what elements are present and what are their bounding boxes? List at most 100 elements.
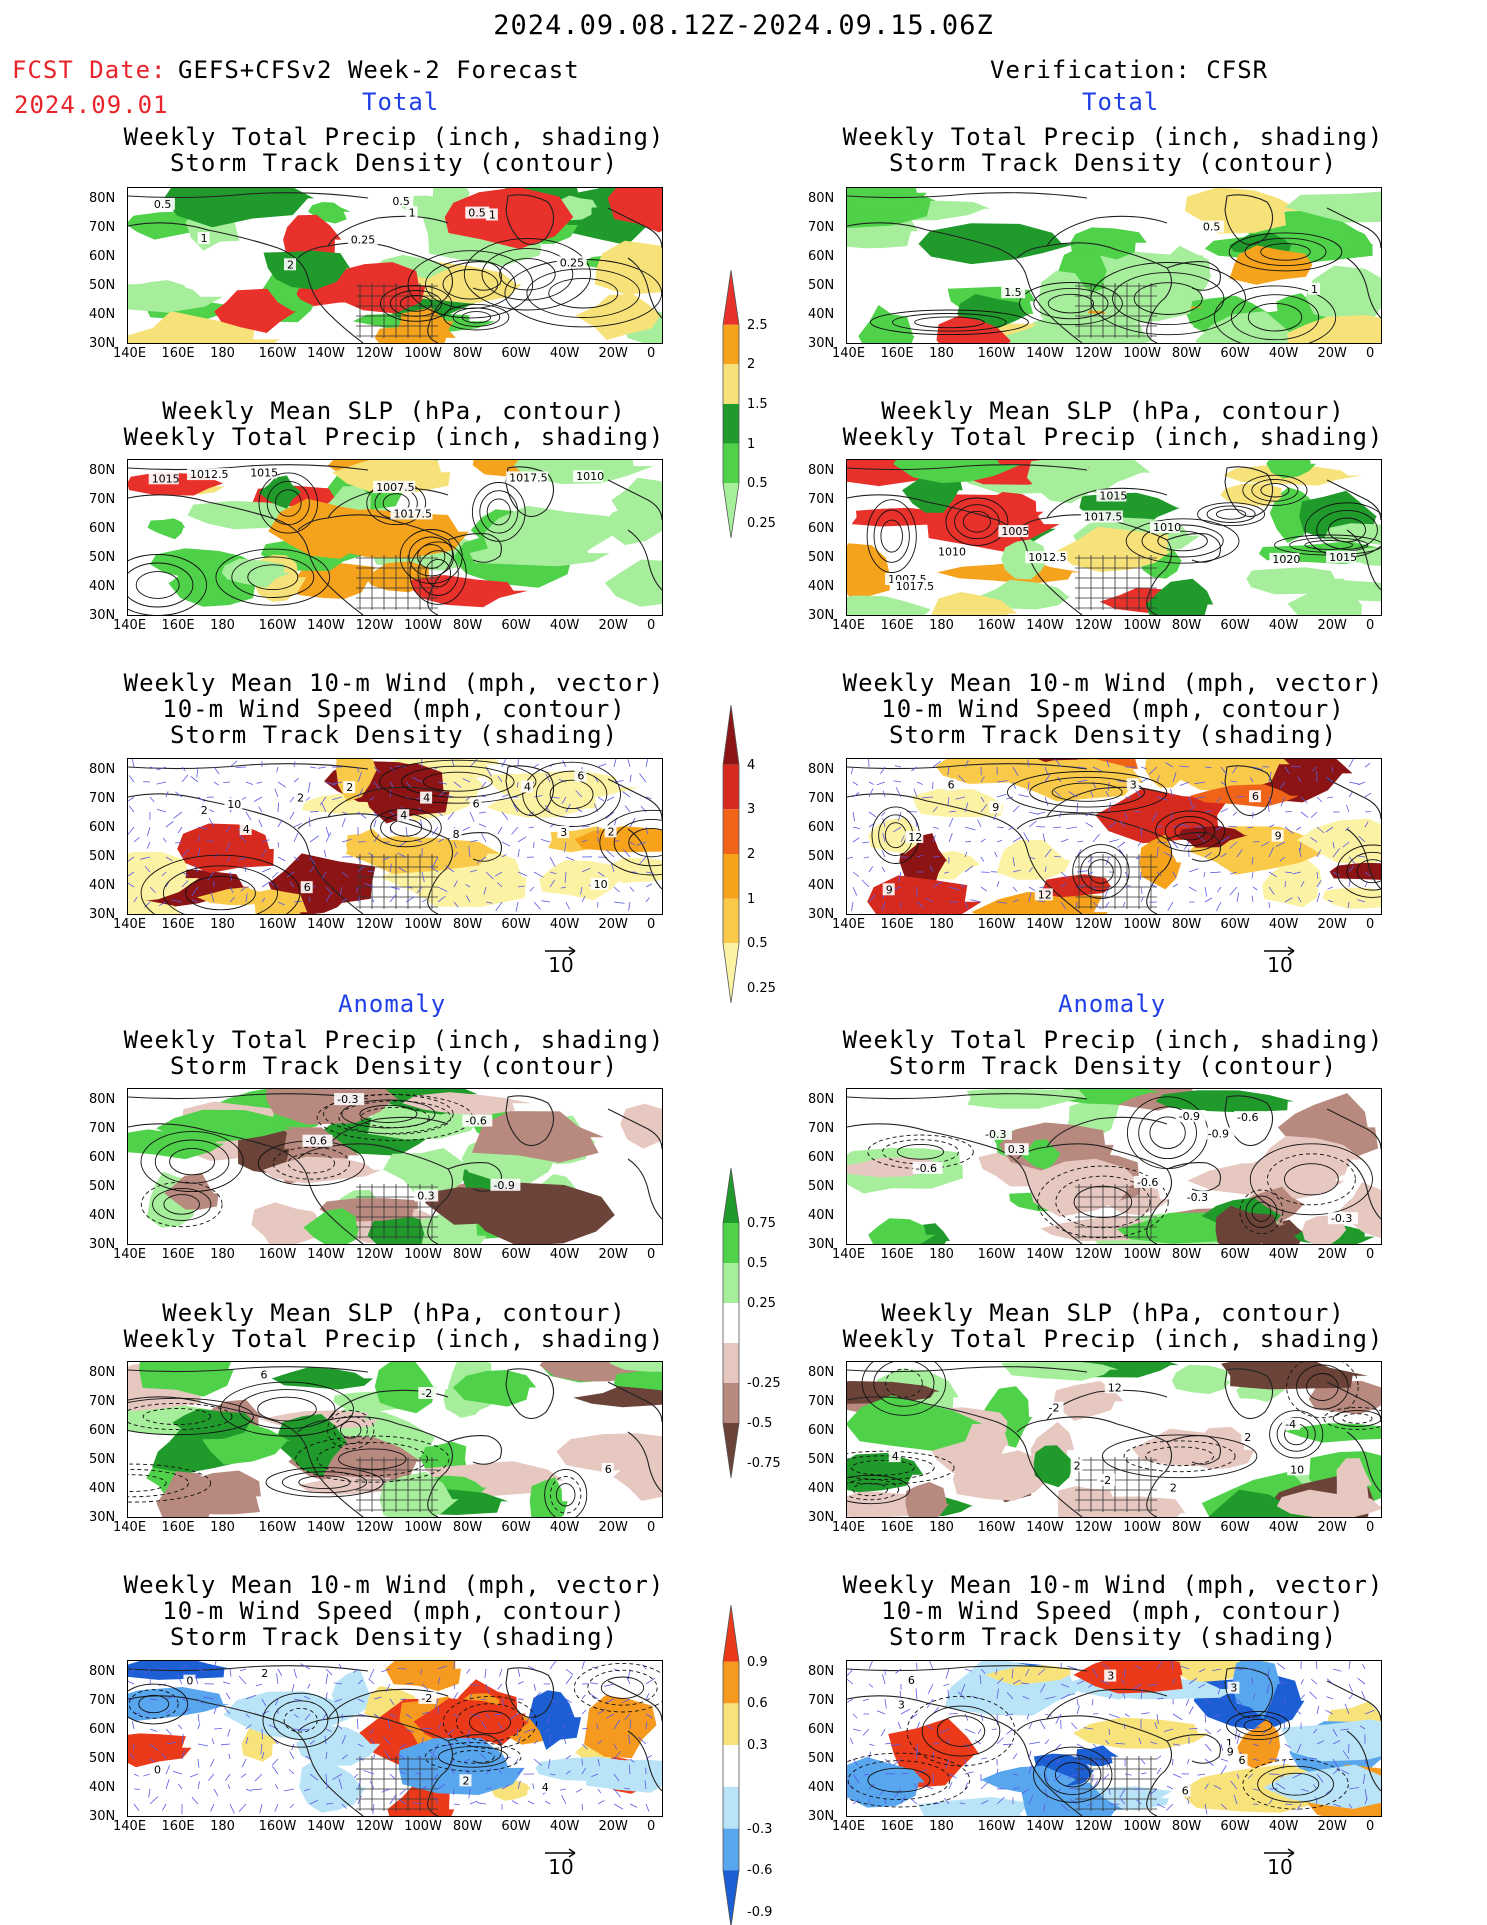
contour-line <box>1141 524 1224 558</box>
contour-line <box>526 268 641 318</box>
contour-line <box>1033 1746 1113 1803</box>
shaded-region <box>1305 265 1381 330</box>
colorbar-precip_anom <box>719 1167 743 1482</box>
coastline <box>1046 1116 1168 1148</box>
lon-tick-label: 60W <box>501 346 531 361</box>
coastline <box>1224 1368 1274 1420</box>
contour-line <box>573 1662 662 1713</box>
lat-tick-label: 50N <box>808 278 835 293</box>
lat-tick-label: 30N <box>808 1237 835 1252</box>
contour-line <box>873 509 910 563</box>
contour-label: 6 <box>1239 1754 1246 1767</box>
lon-tick-label: 160W <box>258 1520 297 1535</box>
shaded-region <box>396 307 454 336</box>
lon-tick-label: 160E <box>161 1819 195 1834</box>
shaded-region <box>604 559 662 607</box>
shaded-region <box>528 1690 582 1750</box>
contour-line <box>220 1381 354 1437</box>
state-boundaries <box>356 854 438 909</box>
colorbar-label: 1.5 <box>747 397 768 412</box>
shaded-region <box>868 1218 936 1244</box>
colorbar-track_total <box>719 704 743 1007</box>
shaded-region <box>575 293 661 340</box>
lon-tick-label: 180 <box>210 1520 235 1535</box>
coastline <box>128 1695 364 1816</box>
fcst-date: 2024.09.01 <box>14 91 169 119</box>
reference-arrow <box>1250 939 1310 956</box>
shaded-region <box>917 1797 1031 1816</box>
contour-label: 6 <box>605 1463 612 1476</box>
contour-line <box>1276 1416 1316 1452</box>
lat-tick-label: 80N <box>89 191 116 206</box>
shaded-region <box>303 1208 359 1244</box>
contour-line <box>422 771 493 792</box>
coastline <box>128 192 369 199</box>
lon-tick-label: 160E <box>161 618 195 633</box>
shaded-region <box>471 1111 605 1163</box>
contour-label: 1015 <box>1329 551 1357 564</box>
lon-tick-label: 160E <box>161 1520 195 1535</box>
fcst-label: FCST Date: <box>12 56 167 84</box>
panel-title-line: Weekly Mean SLP (hPa, contour) <box>881 397 1345 425</box>
panel-title-line: Storm Track Density (shading) <box>169 721 619 749</box>
contour-label: -2 <box>1049 1402 1060 1415</box>
shaded-region <box>1340 1182 1381 1239</box>
contour-line <box>463 238 591 311</box>
contour-line <box>847 1455 935 1481</box>
lon-tick-label: 140W <box>1026 346 1064 361</box>
shaded-region <box>410 575 529 608</box>
shading <box>847 1661 1381 1816</box>
contour-labels: 2 0 -2 4 0 2 <box>151 1667 551 1794</box>
lon-tick-label: 40W <box>1268 1819 1299 1834</box>
contour-label: 0 <box>186 1675 193 1688</box>
coastline <box>505 466 555 518</box>
contour-label: 4 <box>542 1781 549 1794</box>
coastline <box>327 786 449 818</box>
contour-line <box>1230 294 1320 341</box>
coastline <box>607 1680 662 1722</box>
shaded-region <box>251 1202 324 1244</box>
colorbar-label: -0.75 <box>747 1456 781 1471</box>
contour-label: 1 <box>1226 1737 1233 1750</box>
contour-label: -0.3 <box>1187 1191 1208 1204</box>
coastline <box>1346 1431 1381 1493</box>
contour-line <box>471 482 526 542</box>
contour-line <box>1323 1407 1381 1430</box>
panel-title-line: 10-m Wind Speed (mph, contour) <box>881 695 1345 723</box>
coastline <box>1224 466 1274 518</box>
contour-line <box>162 865 279 914</box>
contour-line <box>1133 282 1203 315</box>
shaded-region <box>128 283 223 313</box>
section-total-left: Total <box>362 88 440 116</box>
contour-line <box>1245 1195 1278 1228</box>
panel-title-line: Storm Track Density (shading) <box>169 1623 619 1651</box>
lat-tick-label: 40N <box>89 1481 116 1496</box>
contour-line <box>215 548 331 606</box>
contour-line <box>295 1435 450 1483</box>
lon-tick-label: 160E <box>880 346 914 361</box>
lon-tick-label: 140E <box>113 346 147 361</box>
shaded-region <box>1155 1090 1295 1113</box>
colorbar-label: 0.3 <box>747 1738 768 1753</box>
coastline <box>847 1123 1083 1244</box>
contour-label: 0.3 <box>417 1190 435 1203</box>
contour-line <box>873 1362 935 1407</box>
contour-line <box>128 1689 179 1719</box>
lon-tick-label: 40W <box>1268 618 1299 633</box>
shaded-region <box>469 541 610 567</box>
contour-label: 2 <box>346 781 353 794</box>
lon-tick-label: 40W <box>549 618 580 633</box>
lat-tick-label: 40N <box>808 1208 835 1223</box>
lon-tick-label: 60W <box>501 1819 531 1834</box>
lat-tick-label: 60N <box>89 1150 116 1165</box>
shaded-region <box>258 475 302 509</box>
wind-vectors <box>847 1661 1375 1815</box>
lat-tick-label: 40N <box>89 878 116 893</box>
coastline <box>1046 215 1168 247</box>
lon-tick-label: 0 <box>1366 346 1375 361</box>
lon-tick-label: 40W <box>1268 1520 1299 1535</box>
lat-tick-label: 70N <box>808 1693 835 1708</box>
contour-label: -0.3 <box>985 1128 1006 1141</box>
colorbar-label: 1 <box>747 892 756 907</box>
contour-label: -0.6 <box>465 1115 486 1128</box>
